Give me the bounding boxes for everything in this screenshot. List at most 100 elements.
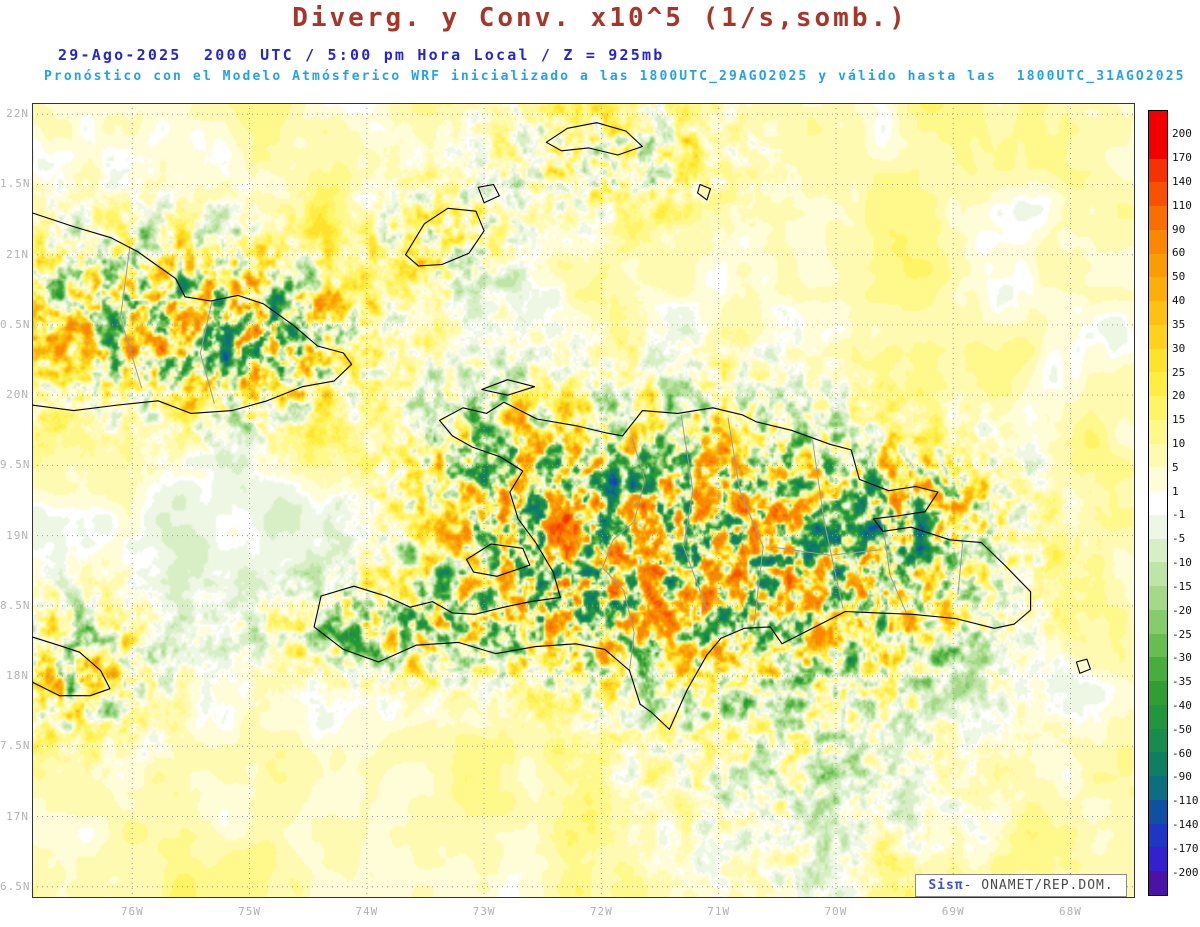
colorbar-band bbox=[1149, 206, 1167, 230]
colorbar bbox=[1148, 110, 1168, 896]
colorbar-band bbox=[1149, 491, 1167, 515]
latitude-tick-label: 20N bbox=[6, 388, 29, 402]
colorbar-tick-label: -15 bbox=[1172, 579, 1192, 593]
admin-border bbox=[771, 546, 881, 556]
colorbar-band bbox=[1149, 467, 1167, 491]
colorbar-band bbox=[1149, 704, 1167, 729]
coastline bbox=[32, 636, 111, 697]
watermark-text: - ONAMET/REP.DOM. bbox=[963, 878, 1114, 893]
colorbar-tick-label: -10 bbox=[1172, 556, 1192, 570]
colorbar-band bbox=[1149, 111, 1167, 135]
longitude-tick-label: 71W bbox=[707, 905, 731, 918]
colorbar-tick-label: 110 bbox=[1172, 198, 1192, 212]
latitude-tick-label: 7.5N bbox=[0, 739, 31, 753]
colorbar-tick-label: 10 bbox=[1172, 436, 1186, 450]
colorbar-band bbox=[1149, 443, 1167, 468]
latitude-tick-label: 6.5N bbox=[0, 879, 31, 893]
colorbar-band bbox=[1149, 514, 1167, 539]
colorbar-band bbox=[1149, 538, 1167, 563]
colorbar-band bbox=[1149, 348, 1167, 373]
colorbar-tick-label: 50 bbox=[1172, 270, 1186, 284]
colorbar-tick-label: -20 bbox=[1172, 603, 1192, 617]
colorbar-band bbox=[1149, 372, 1167, 396]
colorbar-tick-label: 35 bbox=[1172, 317, 1186, 331]
colorbar-band bbox=[1149, 609, 1167, 634]
latitude-tick-label: 17N bbox=[6, 809, 29, 823]
longitude-tick-label: 75W bbox=[238, 905, 261, 918]
colorbar-band bbox=[1149, 728, 1167, 753]
colorbar-tick-label: -30 bbox=[1172, 651, 1192, 665]
colorbar-band bbox=[1149, 324, 1167, 349]
colorbar-tick-label: -40 bbox=[1172, 698, 1192, 712]
colorbar-tick-label: -140 bbox=[1172, 818, 1199, 832]
admin-border bbox=[812, 440, 844, 609]
datetime-line: 29-Ago-2025 2000 UTC / 5:00 pm Hora Loca… bbox=[58, 46, 665, 64]
colorbar-tick-label: -25 bbox=[1172, 627, 1192, 641]
coastline bbox=[481, 379, 536, 396]
longitude-tick-label: 73W bbox=[472, 905, 496, 918]
latitude-tick-label: 9.5N bbox=[0, 458, 31, 472]
colorbar-band bbox=[1149, 158, 1167, 183]
colorbar-band bbox=[1149, 633, 1167, 658]
sispi-brand: Sisπ bbox=[928, 878, 964, 893]
latitude-tick-label: 18N bbox=[6, 669, 29, 683]
coastline bbox=[313, 401, 1032, 730]
colorbar-tick-label: -50 bbox=[1172, 722, 1192, 736]
colorbar-tick-label: -170 bbox=[1172, 841, 1199, 855]
plot-frame bbox=[32, 103, 1135, 898]
colorbar-band bbox=[1149, 776, 1167, 800]
colorbar-band bbox=[1149, 799, 1167, 824]
longitude-tick-label: 68W bbox=[1059, 905, 1082, 918]
coastline bbox=[545, 122, 643, 156]
colorbar-band bbox=[1149, 562, 1167, 586]
latitude-tick-label: 22N bbox=[6, 107, 29, 121]
colorbar-tick-label: 30 bbox=[1172, 341, 1186, 355]
colorbar-tick-label: -110 bbox=[1172, 794, 1199, 808]
longitude-tick-label: 69W bbox=[941, 905, 965, 918]
colorbar-band bbox=[1149, 253, 1167, 278]
longitude-tick-label: 74W bbox=[355, 905, 379, 918]
colorbar-band bbox=[1149, 681, 1167, 705]
divergence-field-canvas bbox=[32, 103, 1135, 898]
admin-border bbox=[957, 543, 964, 595]
colorbar-tick-label: 140 bbox=[1172, 174, 1192, 188]
coastline-grid-overlay bbox=[32, 103, 1135, 898]
coastline bbox=[404, 207, 485, 267]
admin-border bbox=[882, 524, 907, 614]
latitude-tick-label: 21N bbox=[6, 247, 29, 261]
colorbar-band bbox=[1149, 396, 1167, 420]
colorbar-tick-label: 25 bbox=[1172, 365, 1186, 379]
latitude-tick-label: 8.5N bbox=[0, 598, 31, 612]
latitude-tick-label: 19N bbox=[6, 528, 29, 542]
colorbar-tick-label: 5 bbox=[1172, 460, 1179, 474]
admin-border bbox=[727, 417, 764, 626]
page-title: Diverg. y Conv. x10^5 (1/s,somb.) bbox=[292, 3, 908, 33]
colorbar-band bbox=[1149, 277, 1167, 301]
colorbar-band bbox=[1149, 823, 1167, 848]
colorbar-tick-label: -5 bbox=[1172, 532, 1186, 546]
colorbar-tick-label: 60 bbox=[1172, 246, 1186, 260]
colorbar-tick-label: -1 bbox=[1172, 508, 1186, 522]
colorbar-tick-label: -60 bbox=[1172, 746, 1192, 760]
colorbar-tick-label: 20 bbox=[1172, 389, 1186, 403]
latitude-tick-label: 0.5N bbox=[0, 317, 31, 331]
coastline bbox=[32, 212, 353, 414]
colorbar-band bbox=[1149, 586, 1167, 610]
colorbar-band bbox=[1149, 657, 1167, 681]
colorbar-tick-label: -90 bbox=[1172, 770, 1192, 784]
colorbar-tick-label: 170 bbox=[1172, 151, 1192, 165]
longitude-tick-label: 70W bbox=[824, 905, 848, 918]
colorbar-band bbox=[1149, 134, 1167, 159]
colorbar-band bbox=[1149, 752, 1167, 776]
watermark-box: Sisπ- ONAMET/REP.DOM. bbox=[915, 874, 1127, 897]
model-info-line: Pronóstico con el Modelo Atmósferico WRF… bbox=[44, 69, 1186, 84]
colorbar-band bbox=[1149, 419, 1167, 444]
coastline bbox=[1075, 658, 1091, 674]
coastline bbox=[477, 183, 500, 204]
admin-border bbox=[602, 437, 646, 671]
colorbar-tick-label: 90 bbox=[1172, 222, 1186, 236]
coastline bbox=[465, 543, 531, 577]
colorbar-tick-label: 1 bbox=[1172, 484, 1179, 498]
longitude-tick-label: 76W bbox=[120, 905, 144, 918]
